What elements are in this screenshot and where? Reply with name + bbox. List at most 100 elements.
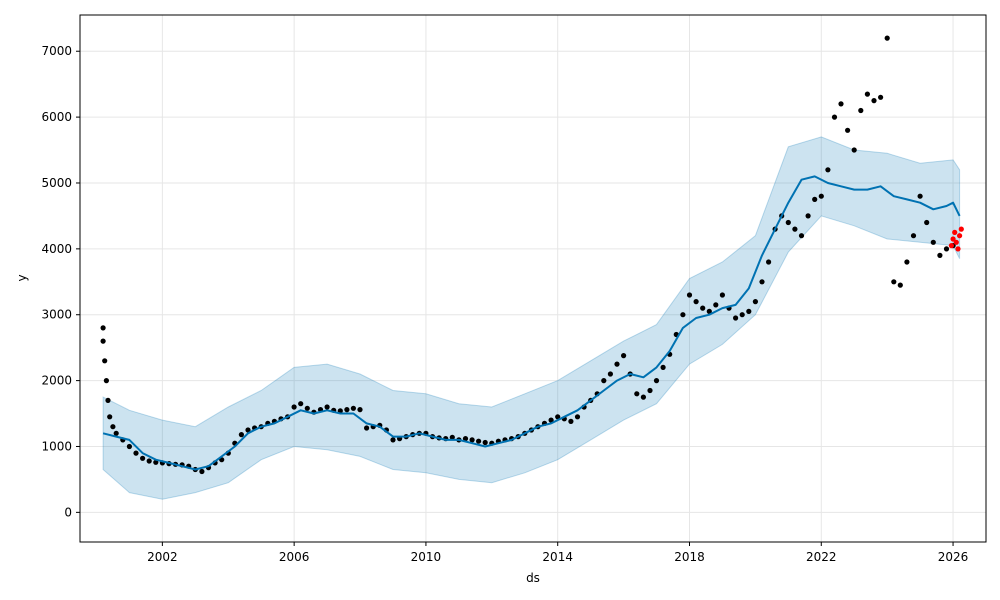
observed-point: [238, 432, 244, 438]
x-tick-label: 2018: [674, 550, 705, 564]
y-tick-label: 6000: [41, 110, 72, 124]
observed-point: [462, 436, 469, 442]
highlighted-point: [957, 233, 963, 239]
observed-point: [759, 279, 765, 285]
observed-point: [825, 167, 831, 173]
observed-point: [864, 91, 871, 97]
forecast-series-line: [102, 175, 961, 471]
observed-point: [713, 302, 719, 308]
observed-point: [812, 196, 818, 202]
observed-point: [621, 353, 627, 359]
observed-point: [634, 391, 640, 397]
observed-point: [904, 259, 910, 265]
x-tick-label: 2014: [542, 550, 573, 564]
x-tick-label: 2022: [806, 550, 837, 564]
observed-point: [686, 292, 693, 298]
observed-point: [100, 325, 106, 331]
observed-point: [607, 371, 614, 377]
observed-point: [858, 107, 864, 114]
observed-point: [917, 193, 923, 199]
observed-point: [199, 468, 205, 475]
observed-point: [884, 35, 890, 41]
observed-point: [924, 219, 930, 226]
observed-point: [482, 439, 488, 446]
observed-point: [798, 233, 805, 239]
highlighted-point: [958, 226, 964, 232]
observed-point: [324, 404, 330, 410]
observed-point: [344, 407, 350, 413]
observed-point: [693, 299, 699, 305]
highlighted-point: [948, 243, 955, 249]
observed-point: [105, 397, 111, 403]
observed-point: [113, 430, 119, 436]
highlighted-point: [952, 229, 958, 235]
observed-point: [100, 338, 106, 344]
y-axis-title: y: [15, 274, 29, 281]
uncertainty-band-area: [102, 136, 961, 500]
observed-point: [845, 127, 851, 133]
observed-point: [943, 246, 950, 252]
observed-point: [110, 424, 116, 430]
observed-point: [126, 443, 132, 450]
x-tick-label: 2002: [147, 550, 178, 564]
observed-point: [805, 213, 811, 219]
observed-point: [245, 427, 251, 433]
observed-point: [140, 455, 146, 461]
observed-point: [878, 94, 884, 100]
observed-point: [476, 438, 482, 444]
y-tick-label: 0: [64, 505, 72, 519]
observed-point: [733, 315, 739, 321]
observed-point: [640, 394, 647, 400]
observed-point: [133, 450, 139, 456]
plot-frame: [79, 14, 987, 543]
y-tick-label: 3000: [41, 308, 72, 322]
forecast-line: [102, 175, 961, 471]
highlighted-points: [948, 226, 964, 252]
observed-point: [291, 404, 297, 410]
y-tick-label: 4000: [41, 242, 72, 256]
y-tick-label: 1000: [41, 439, 72, 453]
observed-point: [937, 252, 943, 258]
observed-point: [746, 308, 752, 314]
highlighted-point: [953, 239, 959, 245]
observed-point: [752, 299, 759, 305]
observed-point: [647, 387, 653, 394]
observed-point: [357, 407, 363, 413]
x-axis-title: ds: [526, 571, 540, 585]
observed-point: [706, 308, 712, 314]
x-tick-label: 2026: [938, 550, 969, 564]
observed-point: [102, 358, 108, 364]
observed-point: [574, 414, 581, 420]
observed-point: [897, 282, 903, 288]
y-tick-label: 5000: [41, 176, 72, 190]
highlighted-point: [950, 236, 956, 242]
observed-point: [555, 414, 561, 420]
observed-point: [614, 361, 620, 367]
observed-point: [871, 98, 877, 104]
observed-point: [364, 425, 370, 431]
axes: 2002 2006 2010 2014 2018 2022 2026 0 1000 2000 300…: [41, 44, 968, 564]
observed-point: [653, 378, 660, 384]
observed-point: [838, 101, 844, 107]
observed-point: [107, 414, 113, 420]
observed-point: [930, 239, 936, 245]
observed-point: [739, 312, 745, 318]
observed-point: [910, 233, 917, 239]
observed-point: [469, 437, 475, 443]
observed-point: [449, 434, 455, 440]
observed-point: [851, 147, 857, 153]
observed-point: [601, 378, 607, 384]
observed-point: [298, 401, 304, 407]
observed-point: [548, 417, 554, 423]
observed-point: [660, 364, 666, 370]
observed-point: [818, 193, 824, 199]
observed-point: [766, 259, 772, 265]
observed-point: [568, 418, 574, 424]
observed-point: [700, 305, 706, 311]
observed-point: [680, 312, 686, 318]
highlighted-point: [955, 246, 961, 252]
observed-point: [719, 292, 726, 298]
observed-point: [785, 219, 791, 226]
